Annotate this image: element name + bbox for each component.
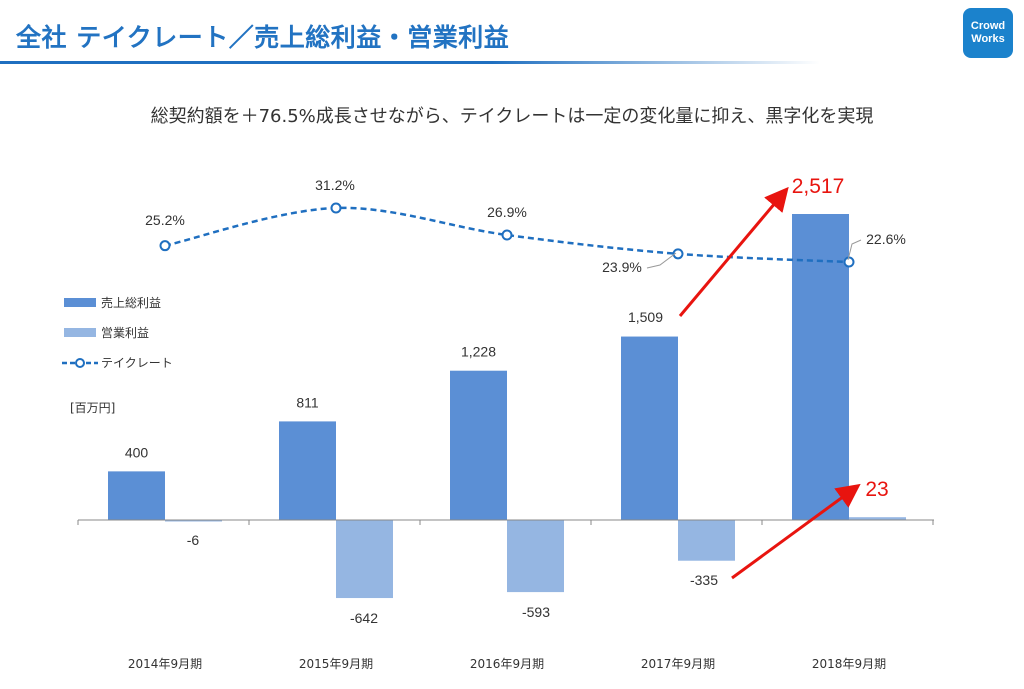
logo-text-line2: Works — [971, 33, 1005, 45]
logo-text-line1: Crowd — [970, 20, 1006, 32]
operating-profit-bar — [678, 520, 735, 561]
x-tick-label: 2018年9月期 — [812, 657, 886, 671]
take-rate-label: 31.2% — [315, 177, 355, 193]
take-rate-line-layer — [159, 202, 855, 268]
take-rate-point — [159, 240, 171, 252]
take-rate-label: 23.9% — [602, 259, 642, 275]
gross-profit-label-highlight: 2,517 — [792, 175, 845, 198]
gross-profit-label: 811 — [296, 394, 319, 410]
operating-profit-label: -593 — [522, 604, 550, 620]
operating-profit-label: -335 — [690, 572, 718, 588]
take-rate-label: 26.9% — [487, 204, 527, 220]
take-rate-label: 22.6% — [866, 231, 906, 247]
operating-profit-bar — [165, 520, 222, 522]
legend-label: 売上総利益 — [101, 295, 161, 310]
operating-profit-label: -642 — [350, 610, 378, 626]
gross-profit-bar — [279, 421, 336, 520]
x-axis: 2014年9月期 2015年9月期 2016年9月期 2017年9月期 2018年9月期 — [77, 519, 934, 671]
growth-arrow-gross-profit — [678, 186, 789, 317]
x-tick-label: 2017年9月期 — [641, 657, 715, 671]
take-rate-point — [330, 202, 342, 214]
page-title: 全社 テイクレート／売上総利益・営業利益 — [16, 23, 510, 52]
gross-profit-bar — [450, 370, 507, 520]
chart-subtitle: 総契約額を＋76.5%成長させながら、テイクレートは一定の変化量に抑え、黒字化を… — [150, 106, 874, 127]
gross-profit-label: 1,228 — [461, 344, 496, 360]
growth-arrow-operating-profit — [731, 483, 861, 580]
leader-line — [646, 252, 677, 269]
bars-layer — [108, 214, 906, 599]
legend-label: テイクレート — [101, 356, 173, 370]
legend-swatch-operating-profit — [64, 328, 96, 337]
operating-profit-label: -6 — [187, 532, 200, 548]
x-tick-label: 2014年9月期 — [128, 657, 202, 671]
operating-profit-bar — [849, 517, 906, 520]
take-rate-point — [843, 256, 855, 268]
data-labels-layer: 400 811 1,228 1,509 2,517 -6 -642 -593 -335 23 25.… — [125, 175, 906, 626]
operating-profit-bar — [507, 520, 564, 593]
highlight-arrows — [678, 186, 861, 580]
gross-profit-bar — [621, 336, 678, 520]
leader-line — [847, 239, 862, 261]
legend-swatch-gross-profit — [64, 298, 96, 307]
take-rate-point — [501, 229, 513, 241]
legend-label: 営業利益 — [101, 326, 149, 340]
x-tick-label: 2015年9月期 — [299, 657, 373, 671]
crowdworks-logo: Crowd Works — [963, 8, 1013, 58]
legend-swatch-take-rate-point — [75, 358, 85, 368]
gross-profit-bar — [108, 471, 165, 520]
gross-profit-label: 1,509 — [628, 309, 663, 325]
title-underline — [0, 61, 820, 64]
x-tick-label: 2016年9月期 — [470, 657, 544, 671]
take-rate-label: 25.2% — [145, 212, 185, 228]
unit-label: [百万円] — [70, 401, 115, 415]
gross-profit-label: 400 — [125, 444, 149, 460]
operating-profit-bar — [336, 520, 393, 599]
operating-profit-label-highlight: 23 — [865, 478, 888, 501]
take-rate-point — [672, 248, 684, 260]
gross-profit-bar — [792, 214, 849, 520]
